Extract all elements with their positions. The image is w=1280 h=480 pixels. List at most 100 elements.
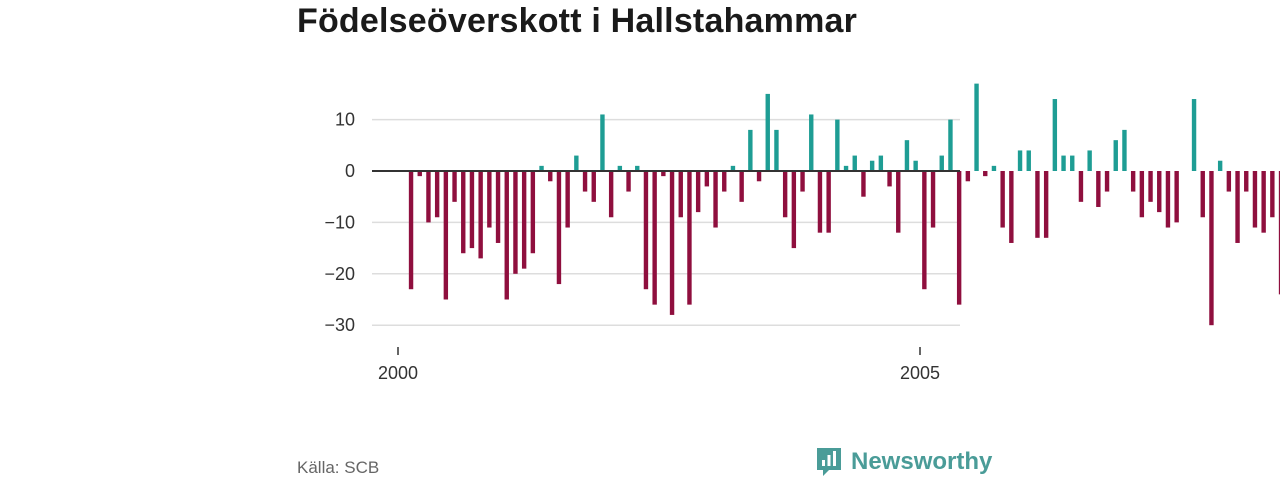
- bar: [1261, 171, 1266, 233]
- bar: [983, 171, 988, 177]
- chart-title: Födelseöverskott i Hallstahammar: [297, 2, 858, 40]
- y-tick-label: −30: [324, 315, 355, 335]
- bar: [1278, 171, 1280, 295]
- bar: [826, 171, 831, 233]
- bar: [1209, 171, 1214, 326]
- bar: [887, 171, 892, 187]
- bar-layer: [408, 83, 1280, 326]
- bar: [1061, 155, 1066, 171]
- bar: [652, 171, 657, 305]
- grid-layer: [372, 118, 960, 326]
- bar: [495, 171, 501, 243]
- bar: [574, 155, 579, 171]
- bar: [774, 129, 779, 171]
- bar: [434, 171, 440, 218]
- bar: [687, 171, 692, 305]
- bar-chart: 100−10−20−30200020052010201520202025: [324, 83, 1280, 383]
- bar: [565, 171, 570, 228]
- brand-logo[interactable]: Newsworthy: [815, 446, 992, 478]
- bar: [809, 114, 814, 171]
- bar: [956, 171, 962, 305]
- bar: [1043, 171, 1049, 238]
- bar: [1026, 150, 1031, 171]
- bar: [991, 165, 997, 171]
- bar: [1148, 171, 1153, 202]
- bar: [469, 171, 475, 249]
- bar: [513, 171, 518, 274]
- bar: [974, 83, 979, 171]
- bar: [426, 171, 431, 223]
- bar: [461, 171, 466, 254]
- newsworthy-logo-icon: [817, 448, 841, 476]
- bar: [661, 171, 666, 177]
- bar: [722, 171, 727, 192]
- bar: [800, 171, 805, 192]
- bar: [1000, 171, 1005, 228]
- bar: [635, 165, 640, 171]
- bar: [904, 140, 910, 171]
- bar: [878, 155, 884, 171]
- bar: [852, 155, 857, 171]
- bar: [748, 129, 753, 171]
- bar: [1244, 171, 1249, 192]
- bar: [617, 165, 623, 171]
- bar: [1217, 160, 1223, 171]
- bar: [922, 171, 927, 290]
- bar: [556, 171, 562, 285]
- bar: [913, 160, 918, 171]
- bar: [408, 171, 414, 290]
- bar: [843, 165, 849, 171]
- bar: [626, 171, 631, 192]
- bar: [730, 165, 736, 171]
- bar: [1174, 171, 1179, 223]
- bar: [1087, 150, 1092, 171]
- bar: [1200, 171, 1205, 218]
- bar: [1052, 99, 1058, 171]
- bar: [817, 171, 823, 233]
- bar: [1078, 171, 1084, 202]
- bar: [1191, 99, 1197, 171]
- bar: [765, 93, 770, 171]
- axis-layer: [372, 170, 960, 355]
- bar: [600, 114, 605, 171]
- bar: [591, 171, 596, 202]
- bar: [1157, 171, 1162, 213]
- bar: [443, 171, 449, 300]
- bar: [487, 171, 492, 228]
- bar: [539, 165, 544, 171]
- y-tick-label: −20: [324, 264, 355, 284]
- bar: [1009, 171, 1014, 243]
- bar: [930, 171, 936, 228]
- y-tick-label: 0: [345, 161, 355, 181]
- bar: [504, 171, 509, 300]
- bar: [1165, 171, 1171, 228]
- bar: [643, 171, 649, 290]
- bar: [861, 171, 866, 197]
- bar: [1130, 171, 1136, 192]
- bar: [713, 171, 718, 228]
- bar: [704, 171, 710, 187]
- bar: [417, 171, 422, 177]
- bar: [939, 155, 944, 171]
- bar: [695, 171, 701, 213]
- bar: [452, 171, 457, 202]
- brand-name: Newsworthy: [851, 448, 993, 475]
- bar: [835, 119, 840, 171]
- bar: [1113, 140, 1118, 171]
- bar: [739, 171, 744, 202]
- bar: [669, 171, 675, 315]
- bar: [965, 171, 971, 182]
- x-tick-label: 2005: [900, 363, 940, 383]
- bar: [1070, 155, 1075, 171]
- bar: [678, 171, 683, 218]
- bar: [756, 171, 762, 182]
- bar: [478, 171, 483, 259]
- bar: [1017, 150, 1023, 171]
- bar: [1139, 171, 1145, 218]
- bar: [548, 171, 553, 182]
- x-tick-label: 2000: [378, 363, 418, 383]
- y-tick-label: 10: [335, 110, 355, 130]
- bar: [1252, 171, 1258, 228]
- bar: [1104, 171, 1110, 192]
- bar: [1270, 171, 1275, 218]
